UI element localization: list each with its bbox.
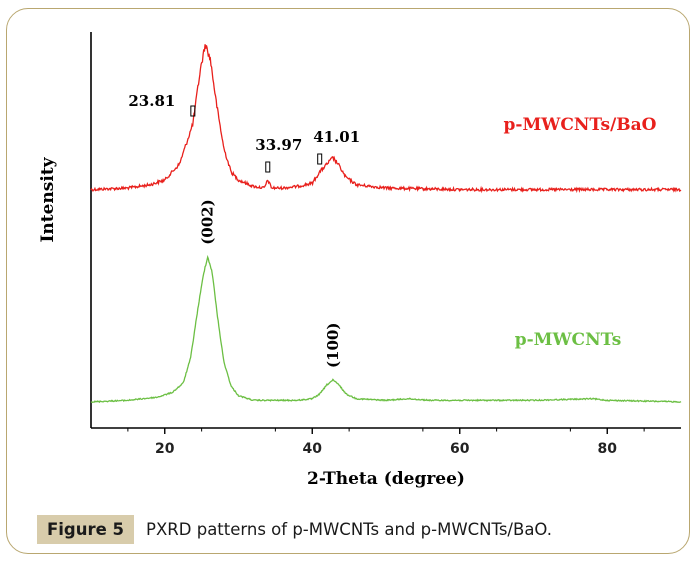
x-ticks: 20 40 60 80 — [127, 428, 645, 457]
x-tick-label-40: 40 — [303, 441, 323, 457]
series-layer — [90, 44, 682, 404]
y-axis-label: Intensity — [38, 156, 58, 242]
figure-frame — [6, 8, 690, 554]
series-label-bao: p-MWCNTs/BaO — [504, 115, 657, 135]
figure-label: Figure 5 — [37, 514, 135, 544]
peak-label-23.81: 23.81 — [128, 92, 175, 110]
peak-label-33.97: 33.97 — [255, 136, 302, 154]
annotation-layer: 23.81 33.97 41.01 (002) (100) — [128, 92, 360, 368]
series-line-1 — [90, 254, 682, 404]
x-tick-label-80: 80 — [598, 441, 618, 457]
series-label-mwcnt: p-MWCNTs — [515, 330, 622, 350]
x-axis-label: 2-Theta (degree) — [307, 469, 465, 489]
hkl-label-(100): (100) — [324, 323, 342, 369]
x-tick-label-20: 20 — [155, 441, 175, 457]
peak-marker-2 — [317, 153, 323, 165]
peak-marker-1 — [265, 161, 271, 173]
series-line-0 — [90, 44, 682, 194]
caption-text: PXRD patterns of p-MWCNTs and p-MWCNTs/B… — [146, 519, 552, 539]
x-tick-label-60: 60 — [450, 441, 470, 457]
peak-label-41.01: 41.01 — [313, 128, 360, 146]
peak-marker-0 — [190, 105, 196, 117]
figure-caption: Figure 5 PXRD patterns of p-MWCNTs and p… — [37, 514, 552, 544]
hkl-label-(002): (002) — [199, 199, 217, 245]
